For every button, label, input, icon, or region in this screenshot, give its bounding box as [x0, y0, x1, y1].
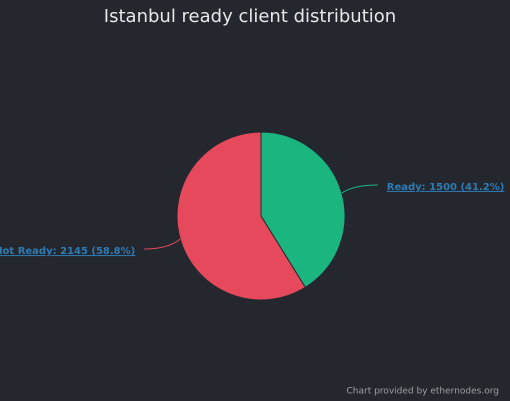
data-label[interactable]: Not Ready: 2145 (58.8%) — [0, 246, 135, 257]
connector — [341, 184, 378, 194]
credits[interactable]: Chart provided by ethernodes.org — [347, 387, 500, 397]
chart-title: Istanbul ready client distribution — [104, 6, 396, 27]
data-label[interactable]: Ready: 1500 (41.2%) — [387, 182, 505, 193]
pie-slice[interactable] — [260, 131, 346, 289]
pie-slice[interactable] — [176, 131, 307, 301]
connector — [144, 238, 181, 250]
